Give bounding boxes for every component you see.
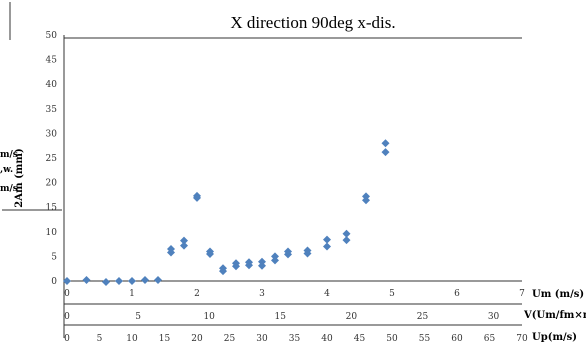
x-tick-label: 25 [224, 334, 236, 344]
x-tick-label: 20 [191, 334, 203, 344]
x-tick-label: 65 [484, 334, 496, 344]
x-tick-label: 3 [259, 289, 265, 299]
data-point [381, 148, 390, 157]
y-tick-label: 20 [46, 179, 58, 189]
data-point [180, 241, 188, 250]
x-tick-label: 15 [159, 334, 171, 344]
x-tick-label: 60 [451, 334, 463, 344]
side-label-2: ,w. [0, 165, 13, 175]
x-tick-label: 35 [289, 334, 301, 344]
data-point [219, 267, 227, 276]
x-tick-label: 15 [275, 312, 287, 322]
x-tick-label: 10 [203, 312, 215, 322]
data-point [342, 236, 351, 245]
x-tick-label: 5 [135, 312, 141, 322]
data-point [381, 139, 390, 148]
x-tick-label: 2 [194, 289, 200, 299]
data-point [258, 261, 266, 270]
x-tick-label: 45 [354, 334, 366, 344]
data-point [141, 276, 149, 285]
data-point [115, 277, 123, 285]
data-point [128, 277, 136, 285]
y-tick-label: 15 [46, 203, 58, 213]
x-tick-label: 10 [126, 334, 138, 344]
data-point [342, 229, 351, 238]
data-point [102, 277, 110, 286]
data-point [362, 196, 370, 205]
x-tick-label: 5 [97, 334, 103, 344]
y-tick-label: 10 [46, 228, 58, 238]
x-axis-label-up: Up(m/s) [532, 332, 577, 343]
x-tick-label: 0 [64, 289, 70, 299]
data-point [232, 262, 240, 271]
x-axis-label-um: Um (m/s) [532, 289, 584, 300]
x-tick-label: 1 [129, 289, 135, 299]
data-point [323, 235, 331, 244]
x-tick-label: 5 [389, 289, 395, 299]
x-tick-label: 30 [488, 312, 500, 322]
data-points [63, 139, 390, 286]
data-point [82, 276, 91, 285]
x-tick-label: 6 [454, 289, 460, 299]
data-point [206, 249, 214, 258]
data-point [167, 248, 175, 257]
chart-title: X direction 90deg x-dis. [230, 13, 395, 32]
x-tick-label: 0 [64, 312, 70, 322]
data-point [323, 242, 331, 251]
x-tick-label: 7 [519, 289, 525, 299]
x-tick-label: 40 [321, 334, 333, 344]
x-tick-label: 30 [256, 334, 268, 344]
side-label-1: m/s [0, 150, 18, 160]
y-axis-label: 2Am (mm) [14, 148, 25, 207]
data-point [284, 250, 292, 259]
y-tick-label: 35 [46, 105, 58, 115]
x-tick-label: 0 [64, 334, 70, 344]
x-tick-label: 25 [417, 312, 429, 322]
y-tick-label: 30 [46, 129, 58, 139]
x-tick-label: 20 [346, 312, 358, 322]
y-tick-label: 40 [46, 80, 58, 90]
x-tick-label: 4 [324, 289, 330, 299]
data-point [245, 261, 253, 270]
y-tick-label: 5 [51, 252, 57, 262]
y-tick-label: 50 [46, 31, 58, 41]
data-point [180, 236, 188, 245]
x-axis-label-v: V(Um/fm×m) [523, 310, 586, 321]
data-point [63, 277, 71, 285]
x-tick-label: 55 [419, 334, 431, 344]
side-label-3: m/s [0, 184, 18, 194]
x-tick-label: 70 [516, 334, 528, 344]
y-tick-label: 45 [46, 56, 58, 66]
x-tick-label: 50 [386, 334, 398, 344]
x-tick-labels: 0 1 2 3 4 5 6 70 5 10 15 20 25 300 5 10 15 20 25 30 35 40 45 50… [64, 289, 528, 344]
data-point [154, 276, 162, 285]
data-point [271, 256, 279, 265]
y-tick-label: 0 [51, 277, 57, 287]
data-point [193, 193, 201, 202]
data-point [303, 249, 312, 258]
y-tick-label: 25 [46, 154, 58, 164]
